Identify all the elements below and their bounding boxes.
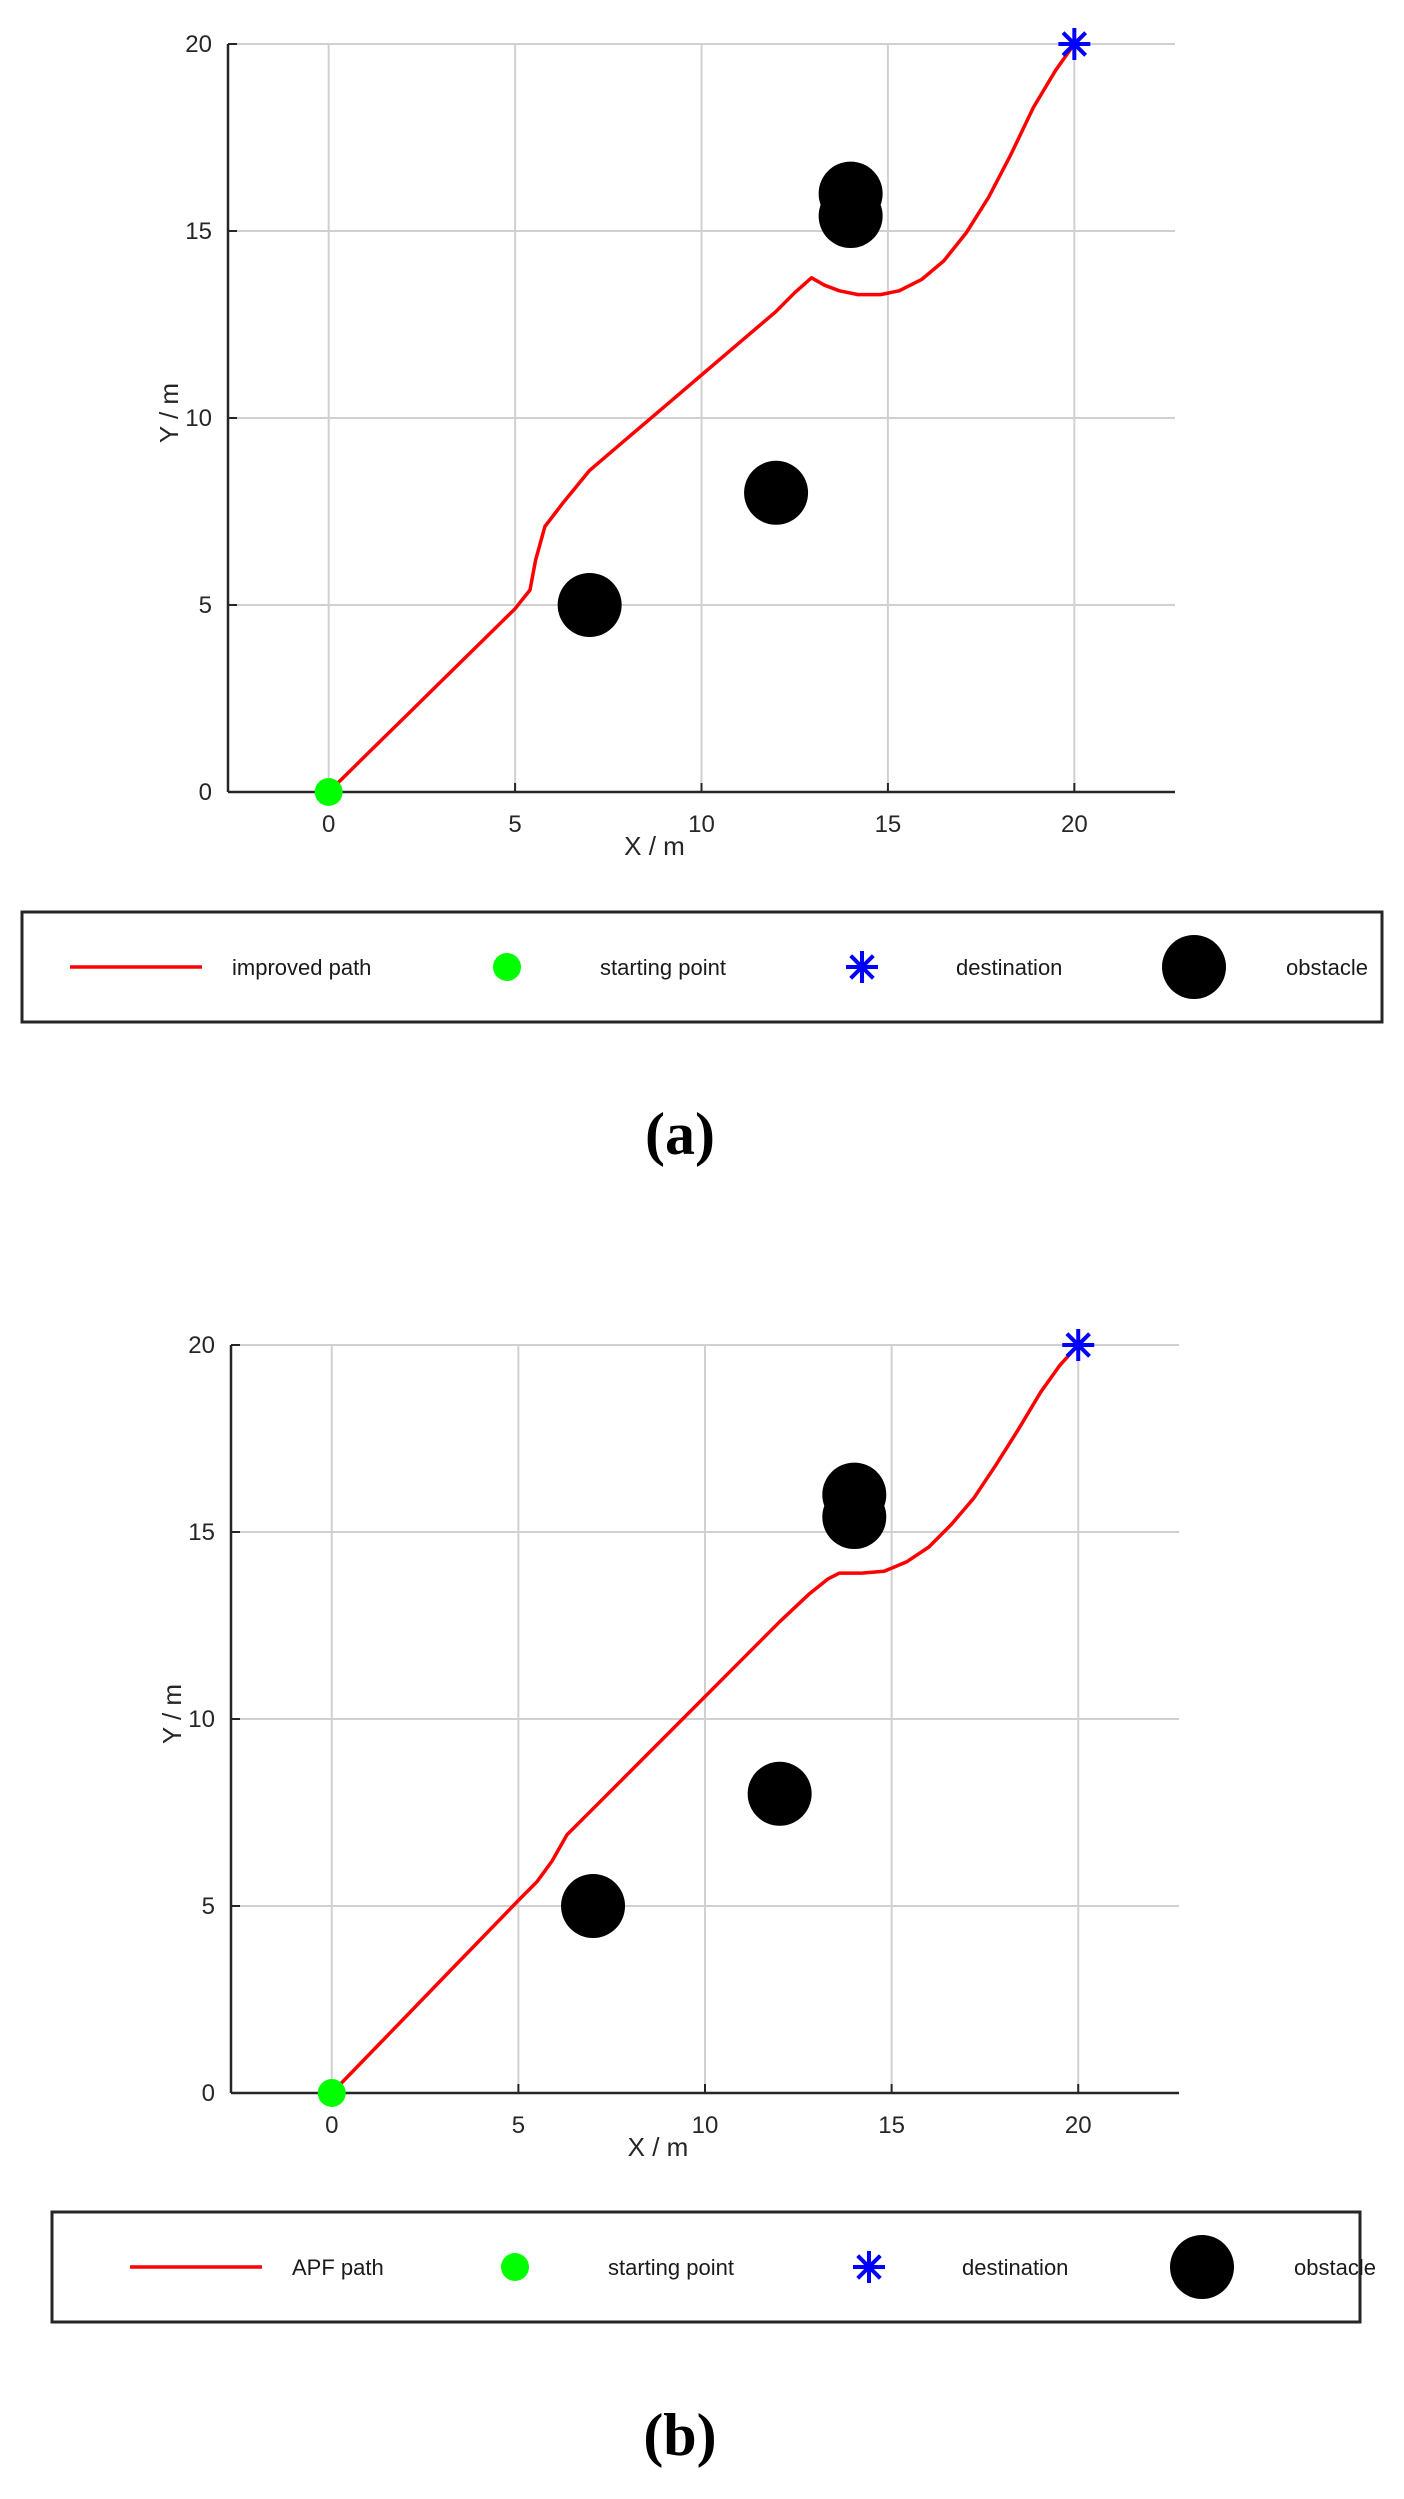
legend-label: obstacle — [1294, 2255, 1376, 2280]
start-marker — [317, 2079, 346, 2107]
destination-marker — [1062, 1329, 1095, 1361]
y-tick-label: 10 — [188, 1706, 215, 1733]
x-tick-label: 10 — [688, 811, 715, 838]
obstacle-marker — [818, 184, 883, 249]
obstacle-marker — [557, 573, 622, 637]
y-tick-label: 5 — [202, 1893, 215, 1920]
x-axis-label: X / m — [628, 2132, 689, 2162]
chart-panel-a: 0 5 10 15 20 0 5 10 15 20 X / m Y / m improved path s… — [20, 28, 1384, 1167]
chart-panel-b: 0 5 10 15 20 0 5 10 15 20 X / m Y / m APF path starti… — [50, 1329, 1376, 2468]
obstacle-marker — [747, 1761, 812, 1826]
x-tick-label: 5 — [508, 811, 521, 838]
legend-label: improved path — [232, 955, 371, 980]
obstacle-marker — [561, 1874, 626, 1938]
y-tick-label: 20 — [188, 1332, 215, 1359]
x-tick-label: 5 — [512, 2112, 525, 2139]
legend-label: starting point — [608, 2255, 734, 2280]
y-tick-label: 0 — [199, 779, 212, 806]
x-tick-label: 20 — [1061, 811, 1088, 838]
y-tick-label: 0 — [202, 2080, 215, 2107]
x-tick-label: 20 — [1065, 2112, 1092, 2139]
legend-label: destination — [956, 955, 1062, 980]
legend-obstacle-symbol — [1162, 935, 1226, 999]
y-axis-label: Y / m — [157, 1684, 187, 1744]
path-line — [330, 1343, 1080, 2095]
x-axis-label: X / m — [624, 831, 685, 861]
x-tick-label: 15 — [878, 2112, 905, 2139]
y-tick-label: 5 — [199, 592, 212, 619]
legend-destination-symbol — [853, 2251, 885, 2283]
legend-box — [20, 910, 1384, 1024]
y-tick-label: 20 — [185, 31, 212, 58]
panel-caption: (a) — [645, 1101, 715, 1167]
legend-label: obstacle — [1286, 955, 1368, 980]
obstacle-marker — [744, 460, 809, 525]
legend-label: destination — [962, 2255, 1068, 2280]
destination-marker — [1058, 28, 1091, 60]
obstacle-marker — [822, 1485, 887, 1550]
legend-label: APF path — [292, 2255, 384, 2280]
y-tick-label: 15 — [185, 218, 212, 245]
x-tick-label: 10 — [692, 2112, 719, 2139]
legend-start-symbol — [501, 2253, 529, 2281]
legend-box — [50, 2210, 1362, 2324]
legend-label: starting point — [600, 955, 726, 980]
legend-start-symbol — [493, 953, 521, 981]
x-tick-label: 15 — [875, 811, 902, 838]
legend-destination-symbol — [846, 951, 878, 983]
legend: APF path starting point destination obstacl… — [50, 2210, 1376, 2324]
x-tick-label: 0 — [322, 811, 335, 838]
legend: improved path starting point destination ob… — [20, 910, 1384, 1024]
x-tick-label: 0 — [325, 2112, 338, 2139]
panel-caption: (b) — [643, 2402, 716, 2468]
y-axis-label: Y / m — [154, 383, 184, 443]
start-marker — [314, 778, 343, 806]
y-tick-label: 10 — [185, 405, 212, 432]
y-tick-label: 15 — [188, 1519, 215, 1546]
legend-obstacle-symbol — [1170, 2235, 1234, 2299]
path-line — [327, 42, 1076, 794]
